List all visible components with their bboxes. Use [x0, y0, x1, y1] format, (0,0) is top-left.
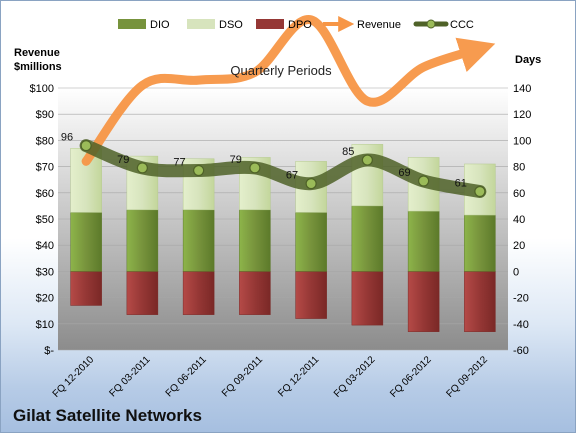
legend-swatch-ccc-marker: [426, 19, 436, 29]
x-tick-label: FQ 06-2011: [164, 354, 209, 399]
right-axis-label: Days: [515, 54, 541, 66]
left-tick-label: $70: [36, 162, 54, 174]
legend-swatch-dio: [118, 19, 146, 29]
left-tick-label: $50: [36, 214, 54, 226]
x-tick-label: FQ 03-2011: [108, 354, 153, 399]
left-tick-label: $60: [36, 188, 54, 200]
right-tick-label: -40: [513, 319, 529, 331]
legend-swatch-dso: [187, 19, 215, 29]
x-tick-label: FQ 06-2012: [388, 354, 434, 400]
bar-dio: [239, 209, 271, 272]
ccc-point: [249, 162, 261, 174]
ccc-data-label: 77: [173, 157, 185, 169]
bar-dio: [464, 214, 496, 272]
ccc-data-label: 85: [342, 146, 354, 158]
ccc-layer: 96 79 77 79 67 85 69 61: [61, 132, 487, 198]
x-tick-label: FQ 12-2011: [276, 354, 321, 399]
right-tick-label: 100: [513, 135, 531, 147]
left-tick-label: $40: [36, 240, 54, 252]
ccc-point: [361, 154, 373, 166]
ccc-point: [418, 175, 430, 187]
legend-swatch-dpo: [256, 19, 284, 29]
bar-dpo: [407, 271, 440, 332]
ccc-data-label: 61: [455, 177, 467, 189]
left-tick-label: $80: [36, 135, 54, 147]
left-tick-label: $90: [36, 109, 54, 121]
bar-dio: [126, 209, 159, 272]
revenue-line: [81, 15, 496, 166]
chart-title: Quarterly Periods: [230, 63, 332, 78]
legend: DIO DSO DPO Revenue CCC: [118, 16, 474, 32]
company-name: Gilat Satellite Networks: [13, 406, 202, 425]
ccc-point: [305, 178, 317, 190]
ccc-point: [193, 164, 205, 177]
bar-dpo: [182, 271, 215, 315]
left-tick-label: $10: [36, 319, 54, 331]
bar-dio: [407, 210, 440, 272]
ccc-point: [80, 140, 92, 152]
right-tick-label: 80: [513, 162, 525, 174]
bar-dpo: [351, 271, 384, 326]
bar-dio: [70, 212, 102, 272]
x-tick-label: FQ 09-2011: [220, 354, 265, 399]
left-tick-label: $100: [30, 83, 54, 95]
revenue-layer: [81, 15, 496, 166]
x-tick-label: FQ 03-2012: [332, 354, 378, 400]
legend-label-dso: DSO: [219, 19, 243, 31]
right-tick-label: 20: [513, 240, 525, 252]
ccc-data-label: 96: [61, 132, 73, 144]
right-tick-label: 140: [513, 83, 531, 95]
bar-dio: [182, 209, 215, 272]
ccc-point: [136, 162, 148, 174]
right-tick-label: 40: [513, 214, 525, 226]
left-axis-ticks: $- $10 $20 $30 $40 $50 $60 $70 $80 $90 $100: [30, 83, 55, 357]
legend-label-dio: DIO: [150, 19, 170, 31]
right-tick-label: 120: [513, 109, 531, 121]
ccc-point: [474, 185, 486, 198]
bar-dpo: [464, 271, 496, 332]
bar-dpo: [70, 271, 102, 306]
bar-dpo: [295, 271, 327, 319]
left-tick-label: $30: [36, 266, 54, 278]
legend-label-ccc: CCC: [450, 19, 474, 31]
x-tick-label: FQ 09-2012: [444, 354, 490, 400]
x-tick-label: FQ 12-2010: [51, 354, 97, 400]
left-tick-label: $-: [44, 345, 54, 357]
bar-dpo: [239, 271, 271, 315]
legend-label-dpo: DPO: [288, 19, 312, 31]
left-axis-label-line1: Revenue: [14, 47, 60, 59]
left-tick-label: $20: [36, 293, 54, 305]
right-axis-ticks: -60 -40 -20 0 20 40 60 80 100 120 140: [513, 83, 531, 357]
bar-dpo: [126, 271, 159, 315]
ccc-data-label: 79: [230, 154, 242, 166]
ccc-line: [79, 139, 487, 198]
right-tick-label: 60: [513, 188, 525, 200]
legend-label-revenue: Revenue: [357, 19, 401, 31]
ccc-data-label: 69: [398, 167, 410, 179]
right-tick-label: 0: [513, 266, 519, 278]
right-tick-label: -20: [513, 293, 529, 305]
ccc-data-label: 79: [117, 154, 129, 166]
right-tick-label: -60: [513, 345, 529, 357]
left-axis-label-line2: $millions: [14, 61, 62, 73]
x-axis-ticks: FQ 12-2010 FQ 03-2011 FQ 06-2011 FQ 09-2011…: [51, 354, 491, 400]
bar-dio: [351, 205, 384, 272]
bar-dio: [295, 212, 327, 272]
ccc-data-label: 67: [286, 170, 298, 182]
